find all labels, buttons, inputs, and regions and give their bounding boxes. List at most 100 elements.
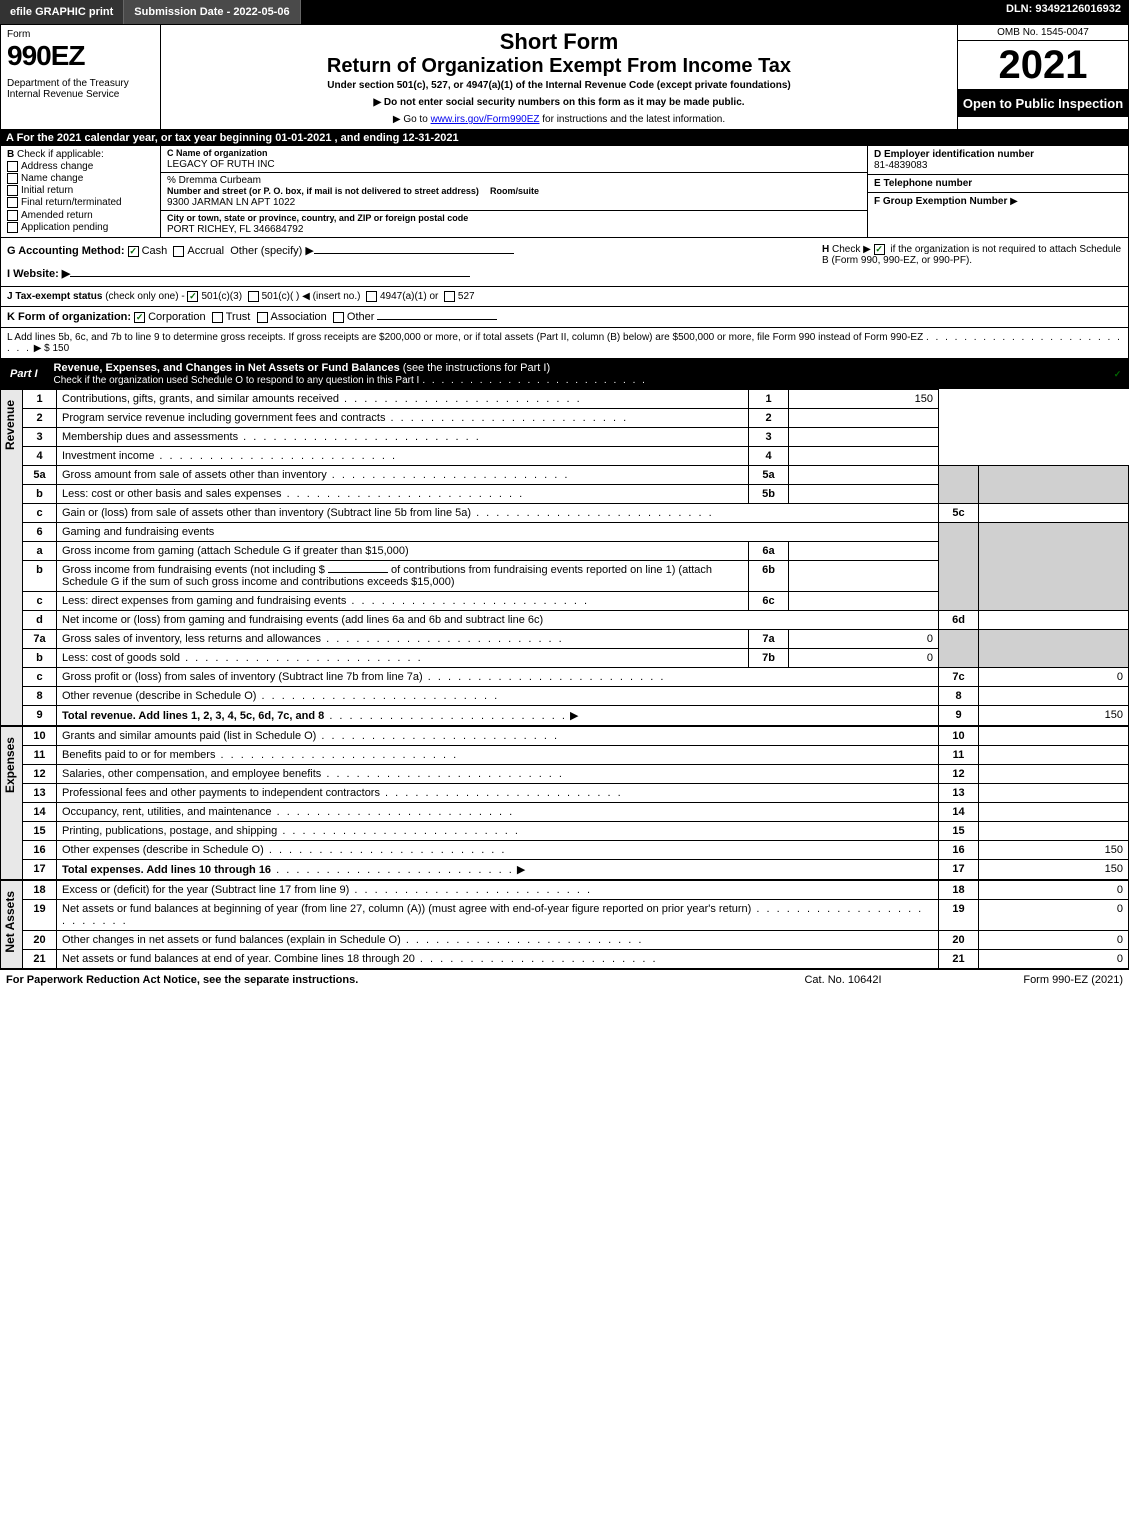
line-19: 19Net assets or fund balances at beginni… [23, 900, 1129, 931]
footer-cat: Cat. No. 10642I [743, 974, 943, 986]
line-12: 12Salaries, other compensation, and empl… [23, 765, 1129, 784]
revenue-side-label: Revenue [0, 389, 22, 726]
line-6d: dNet income or (loss) from gaming and fu… [23, 611, 1129, 630]
street-value: 9300 JARMAN LN APT 1022 [167, 197, 295, 208]
chk-association[interactable] [257, 312, 268, 323]
header-mid: Short Form Return of Organization Exempt… [161, 25, 958, 129]
expenses-table: 10Grants and similar amounts paid (list … [22, 726, 1129, 880]
part-1-title: Revenue, Expenses, and Changes in Net As… [54, 362, 400, 374]
chk-501c3[interactable] [187, 291, 198, 302]
revenue-section: Revenue 1Contributions, gifts, grants, a… [0, 389, 1129, 726]
line-17: 17Total expenses. Add lines 10 through 1… [23, 860, 1129, 880]
accounting-method-label: G Accounting Method: [7, 245, 125, 257]
line-11: 11Benefits paid to or for members11 [23, 746, 1129, 765]
chk-amended-return[interactable]: Amended return [7, 210, 154, 221]
column-c: C Name of organization LEGACY OF RUTH IN… [161, 146, 868, 237]
header-right: OMB No. 1545-0047 2021 Open to Public In… [958, 25, 1128, 129]
column-d-e-f: D Employer identification number 81-4839… [868, 146, 1128, 237]
short-form-title: Short Form [169, 29, 949, 55]
form-header: Form 990EZ Department of the Treasury In… [0, 24, 1129, 130]
row-l: L Add lines 5b, 6c, and 7b to line 9 to … [0, 328, 1129, 359]
chk-schedule-b[interactable] [874, 244, 885, 255]
ein-value: 81-4839083 [874, 160, 927, 171]
section-b-c: B Check if applicable: Address change Na… [0, 146, 1129, 238]
note-ssn: ▶ Do not enter social security numbers o… [169, 97, 949, 108]
line-14: 14Occupancy, rent, utilities, and mainte… [23, 803, 1129, 822]
omb-number: OMB No. 1545-0047 [958, 25, 1128, 41]
line-5c: cGain or (loss) from sale of assets othe… [23, 504, 1129, 523]
line-20: 20Other changes in net assets or fund ba… [23, 931, 1129, 950]
row-g-h: G Accounting Method: Cash Accrual Other … [0, 238, 1129, 287]
efile-print-button[interactable]: efile GRAPHIC print [0, 0, 124, 24]
group-exemption-tri: ▶ [1010, 196, 1018, 207]
netassets-section: Net Assets 18Excess or (deficit) for the… [0, 880, 1129, 969]
header-left: Form 990EZ Department of the Treasury In… [1, 25, 161, 129]
other-method-input[interactable] [314, 253, 514, 254]
org-name-label: C Name of organization [167, 148, 268, 158]
line-15: 15Printing, publications, postage, and s… [23, 822, 1129, 841]
expenses-section: Expenses 10Grants and similar amounts pa… [0, 726, 1129, 880]
line-9: 9Total revenue. Add lines 1, 2, 3, 4, 5c… [23, 706, 1129, 726]
line-6: 6Gaming and fundraising events [23, 523, 1129, 542]
revenue-table: 1Contributions, gifts, grants, and simil… [22, 389, 1129, 726]
line-4: 4Investment income4 [23, 447, 1129, 466]
column-b: B Check if applicable: Address change Na… [1, 146, 161, 237]
chk-527[interactable] [444, 291, 455, 302]
street-label: Number and street (or P. O. box, if mail… [167, 186, 479, 196]
chk-corporation[interactable] [134, 312, 145, 323]
note-link: ▶ Go to www.irs.gov/Form990EZ for instru… [169, 114, 949, 125]
line-5a: 5aGross amount from sale of assets other… [23, 466, 1129, 485]
chk-application-pending[interactable]: Application pending [7, 222, 154, 233]
chk-trust[interactable] [212, 312, 223, 323]
row-j: J Tax-exempt status (check only one) - 5… [0, 287, 1129, 307]
tax-year: 2021 [958, 41, 1128, 90]
chk-accrual[interactable] [173, 246, 184, 257]
phone-label: E Telephone number [874, 178, 972, 189]
chk-4947a1[interactable] [366, 291, 377, 302]
6b-amount-input[interactable] [328, 572, 388, 573]
form-subtitle: Under section 501(c), 527, or 4947(a)(1)… [169, 80, 949, 91]
department-label: Department of the Treasury Internal Reve… [7, 78, 154, 100]
part-1-check-line: Check if the organization used Schedule … [54, 375, 420, 386]
line-21: 21Net assets or fund balances at end of … [23, 950, 1129, 969]
chk-cash[interactable] [128, 246, 139, 257]
chk-501c[interactable] [248, 291, 259, 302]
open-to-public: Open to Public Inspection [958, 90, 1128, 117]
footer-left: For Paperwork Reduction Act Notice, see … [6, 974, 743, 986]
website-label: I Website: ▶ [7, 268, 70, 280]
part-1-note: (see the instructions for Part I) [403, 362, 550, 374]
group-exemption-label: F Group Exemption Number [874, 196, 1007, 207]
line-3: 3Membership dues and assessments3 [23, 428, 1129, 447]
line-2: 2Program service revenue including gover… [23, 409, 1129, 428]
chk-other-org[interactable] [333, 312, 344, 323]
line-16: 16Other expenses (describe in Schedule O… [23, 841, 1129, 860]
netassets-side-label: Net Assets [0, 880, 22, 969]
irs-link[interactable]: www.irs.gov/Form990EZ [431, 114, 540, 125]
ein-label: D Employer identification number [874, 149, 1034, 160]
form-label: Form [7, 29, 154, 40]
chk-schedule-o-part1[interactable] [1112, 369, 1123, 380]
h-label: H [822, 244, 829, 255]
line-10: 10Grants and similar amounts paid (list … [23, 727, 1129, 746]
chk-address-change[interactable]: Address change [7, 161, 154, 172]
website-input[interactable] [70, 276, 470, 277]
topbar-spacer [301, 0, 998, 24]
room-label: Room/suite [490, 186, 539, 196]
part-1-tag: Part I [0, 365, 48, 383]
line-13: 13Professional fees and other payments t… [23, 784, 1129, 803]
netassets-table: 18Excess or (deficit) for the year (Subt… [22, 880, 1129, 969]
line-8: 8Other revenue (describe in Schedule O)8 [23, 687, 1129, 706]
line-7c: cGross profit or (loss) from sales of in… [23, 668, 1129, 687]
part-1-header: Part I Revenue, Expenses, and Changes in… [0, 359, 1129, 389]
chk-final-return[interactable]: Final return/terminated [7, 197, 154, 208]
form-number: 990EZ [7, 40, 154, 72]
city-label: City or town, state or province, country… [167, 213, 468, 223]
chk-initial-return[interactable]: Initial return [7, 185, 154, 196]
line-7a: 7aGross sales of inventory, less returns… [23, 630, 1129, 649]
form-title: Return of Organization Exempt From Incom… [169, 55, 949, 78]
chk-name-change[interactable]: Name change [7, 173, 154, 184]
org-name-value: LEGACY OF RUTH INC [167, 159, 275, 170]
page-footer: For Paperwork Reduction Act Notice, see … [0, 969, 1129, 990]
other-org-input[interactable] [377, 319, 497, 320]
submission-date-button[interactable]: Submission Date - 2022-05-06 [124, 0, 300, 24]
